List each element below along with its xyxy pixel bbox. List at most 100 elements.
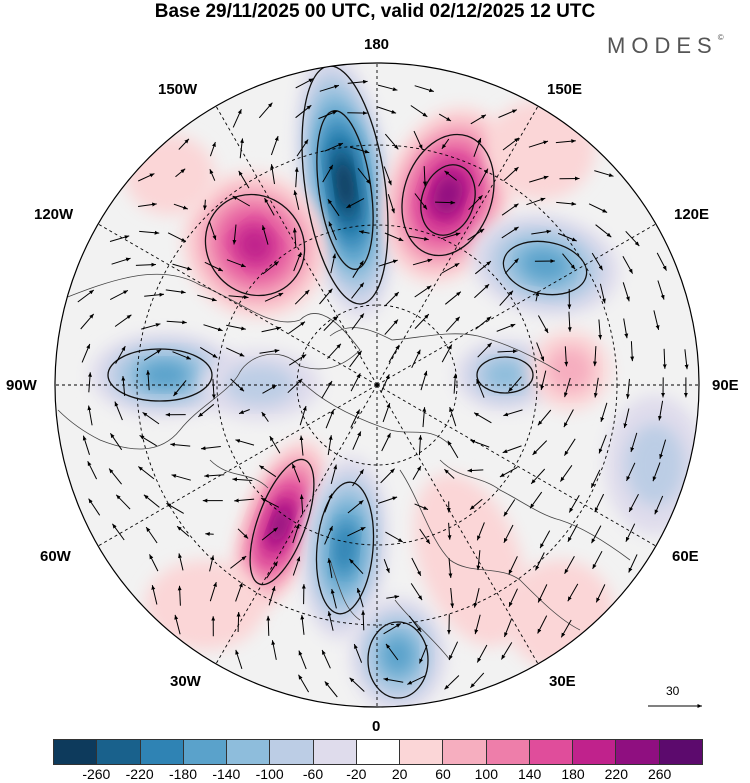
wind-vector <box>238 409 250 415</box>
wind-vector <box>441 138 450 150</box>
wind-vector <box>204 261 224 272</box>
contour-line <box>316 110 374 270</box>
anomaly-region <box>505 560 615 670</box>
wind-vector <box>475 316 492 330</box>
wind-vector <box>413 130 423 150</box>
wind-vector <box>503 409 523 417</box>
wind-vector <box>259 348 280 354</box>
wind-vector <box>592 550 603 570</box>
wind-vector <box>630 341 635 362</box>
wind-vector <box>468 195 483 211</box>
wind-vector <box>414 503 429 511</box>
wind-vector <box>292 227 297 248</box>
wind-vector <box>630 432 638 453</box>
wind-vector <box>444 291 462 305</box>
wind-vector <box>324 493 333 513</box>
wind-vector <box>473 412 492 424</box>
wind-vector <box>88 498 101 516</box>
wind-vector <box>262 261 280 275</box>
wind-vector <box>261 411 269 422</box>
wind-vector <box>382 402 391 423</box>
wind-vector <box>530 468 546 485</box>
wind-vector <box>563 438 576 456</box>
wind-vector <box>321 649 331 669</box>
meridian-line <box>211 98 378 386</box>
wind-vector <box>419 528 431 545</box>
wind-vector <box>330 253 337 274</box>
longitude-label-90w: 90W <box>6 377 37 394</box>
wind-vector <box>293 252 302 272</box>
wind-vector <box>501 203 519 216</box>
wind-vector <box>115 345 126 364</box>
wind-vector <box>407 675 426 685</box>
map-disc <box>55 63 699 707</box>
wind-vector <box>377 106 397 114</box>
wind-vector <box>625 378 630 399</box>
contour-line <box>502 240 588 296</box>
colorbar-tick-label: 180 <box>561 766 585 782</box>
longitude-label-60e: 60E <box>672 548 699 565</box>
wind-vector <box>135 262 156 267</box>
wind-vector <box>502 445 522 454</box>
meridian-line <box>90 384 378 551</box>
wind-vector <box>478 168 489 187</box>
wind-vector <box>380 374 390 393</box>
wind-vector <box>529 175 549 183</box>
colorbar-swatch <box>226 739 270 765</box>
wind-vector <box>236 611 241 633</box>
wind-vector <box>232 195 251 207</box>
wind-vector <box>357 167 371 185</box>
wind-vector <box>166 320 187 325</box>
wind-vector <box>383 677 404 683</box>
wind-vector <box>259 465 277 478</box>
wind-vector <box>449 406 457 427</box>
wind-vector <box>594 170 614 177</box>
wind-vector <box>444 468 455 479</box>
wind-vector <box>172 351 192 360</box>
anomaly-region <box>521 248 569 282</box>
colorbar <box>53 739 703 765</box>
wind-vector <box>205 532 214 537</box>
wind-vector <box>347 500 364 514</box>
wind-vector <box>330 588 337 609</box>
wind-vector <box>408 615 422 633</box>
contour-line <box>476 356 534 394</box>
meridian-line <box>376 219 664 386</box>
wind-vector <box>270 135 279 156</box>
wind-vector <box>270 164 275 185</box>
wind-vector <box>172 263 192 271</box>
wind-vector <box>197 294 217 302</box>
anomaly-region <box>625 424 685 506</box>
wind-vector <box>567 311 572 332</box>
wind-vector <box>293 190 300 210</box>
wind-vector <box>264 197 275 216</box>
wind-vector <box>327 558 333 579</box>
wind-vector <box>499 290 514 306</box>
wind-vector <box>628 493 639 513</box>
wind-vector <box>173 380 187 397</box>
wind-vector <box>173 203 188 210</box>
colorbar-tick-label: -100 <box>255 766 284 782</box>
anomaly-region <box>413 473 527 647</box>
wind-vector <box>657 280 665 300</box>
wind-vector <box>599 283 606 304</box>
wind-vector <box>80 313 95 330</box>
wind-vector <box>474 283 490 299</box>
wind-vector <box>319 288 333 305</box>
wind-vector <box>593 377 599 398</box>
map-title: Base 29/11/2025 00 UTC, valid 02/12/2025… <box>154 1 596 22</box>
wind-vector <box>508 556 518 575</box>
wind-vector <box>662 348 667 369</box>
map-boundary <box>54 62 700 708</box>
wind-vector <box>269 435 281 454</box>
wind-vector <box>474 614 481 635</box>
wind-vector <box>435 200 456 205</box>
wind-vector <box>323 315 339 331</box>
wind-vector <box>262 384 277 394</box>
wind-vector <box>378 259 398 267</box>
wind-vector <box>266 615 271 636</box>
wind-vector <box>350 409 361 428</box>
wind-vector <box>591 525 602 544</box>
wind-vector <box>294 167 299 188</box>
wind-vector <box>347 79 368 84</box>
